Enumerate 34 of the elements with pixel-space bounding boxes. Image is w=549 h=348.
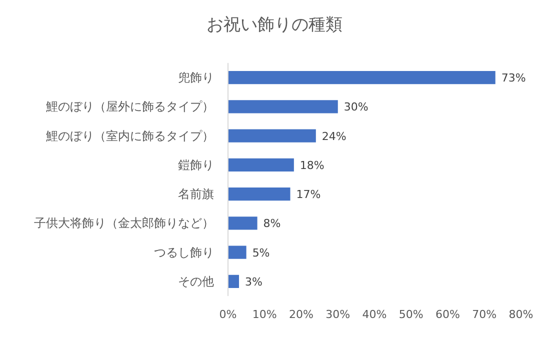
- data-label: 17%: [296, 188, 321, 202]
- y-tick-label: 鎧飾り: [178, 158, 214, 172]
- x-tick-label: 10%: [252, 308, 277, 321]
- bar: [228, 216, 258, 230]
- x-tick-label: 40%: [362, 308, 387, 321]
- data-label: 5%: [252, 246, 270, 260]
- x-tick-label: 30%: [326, 308, 350, 321]
- x-tick-label: 60%: [436, 308, 460, 321]
- data-label: 8%: [263, 217, 281, 230]
- y-tick-label: その他: [178, 274, 214, 288]
- bar: [228, 246, 246, 259]
- bar: [228, 188, 290, 201]
- x-tick-label: 0%: [219, 308, 237, 321]
- data-label: 24%: [322, 130, 346, 143]
- y-tick-label: 兜飾り: [178, 70, 214, 85]
- y-tick-label: 名前旗: [178, 187, 214, 202]
- x-tick-label: 50%: [398, 308, 424, 321]
- x-tick-label: 70%: [472, 308, 497, 321]
- x-tick-label: 80%: [508, 308, 534, 321]
- y-tick-label: 子供大将飾り（金太郎飾りなど）: [34, 216, 214, 230]
- x-tick-label: 20%: [289, 308, 314, 321]
- bar: [228, 129, 316, 142]
- bar: [228, 71, 496, 84]
- bar: [228, 274, 239, 288]
- data-label: 18%: [300, 158, 324, 172]
- bar: [228, 158, 294, 172]
- bar: [228, 100, 338, 114]
- y-tick-label: 鯉のぼり（室内に飾るタイプ）: [46, 128, 214, 143]
- data-label: 73%: [501, 72, 526, 85]
- chart-title: お祝い飾りの種類: [206, 15, 342, 35]
- data-label: 30%: [344, 100, 368, 114]
- data-label: 3%: [244, 275, 262, 288]
- y-tick-label: 鯉のぼり（屋外に飾るタイプ）: [46, 100, 214, 114]
- y-tick-label: つるし飾り: [154, 245, 214, 260]
